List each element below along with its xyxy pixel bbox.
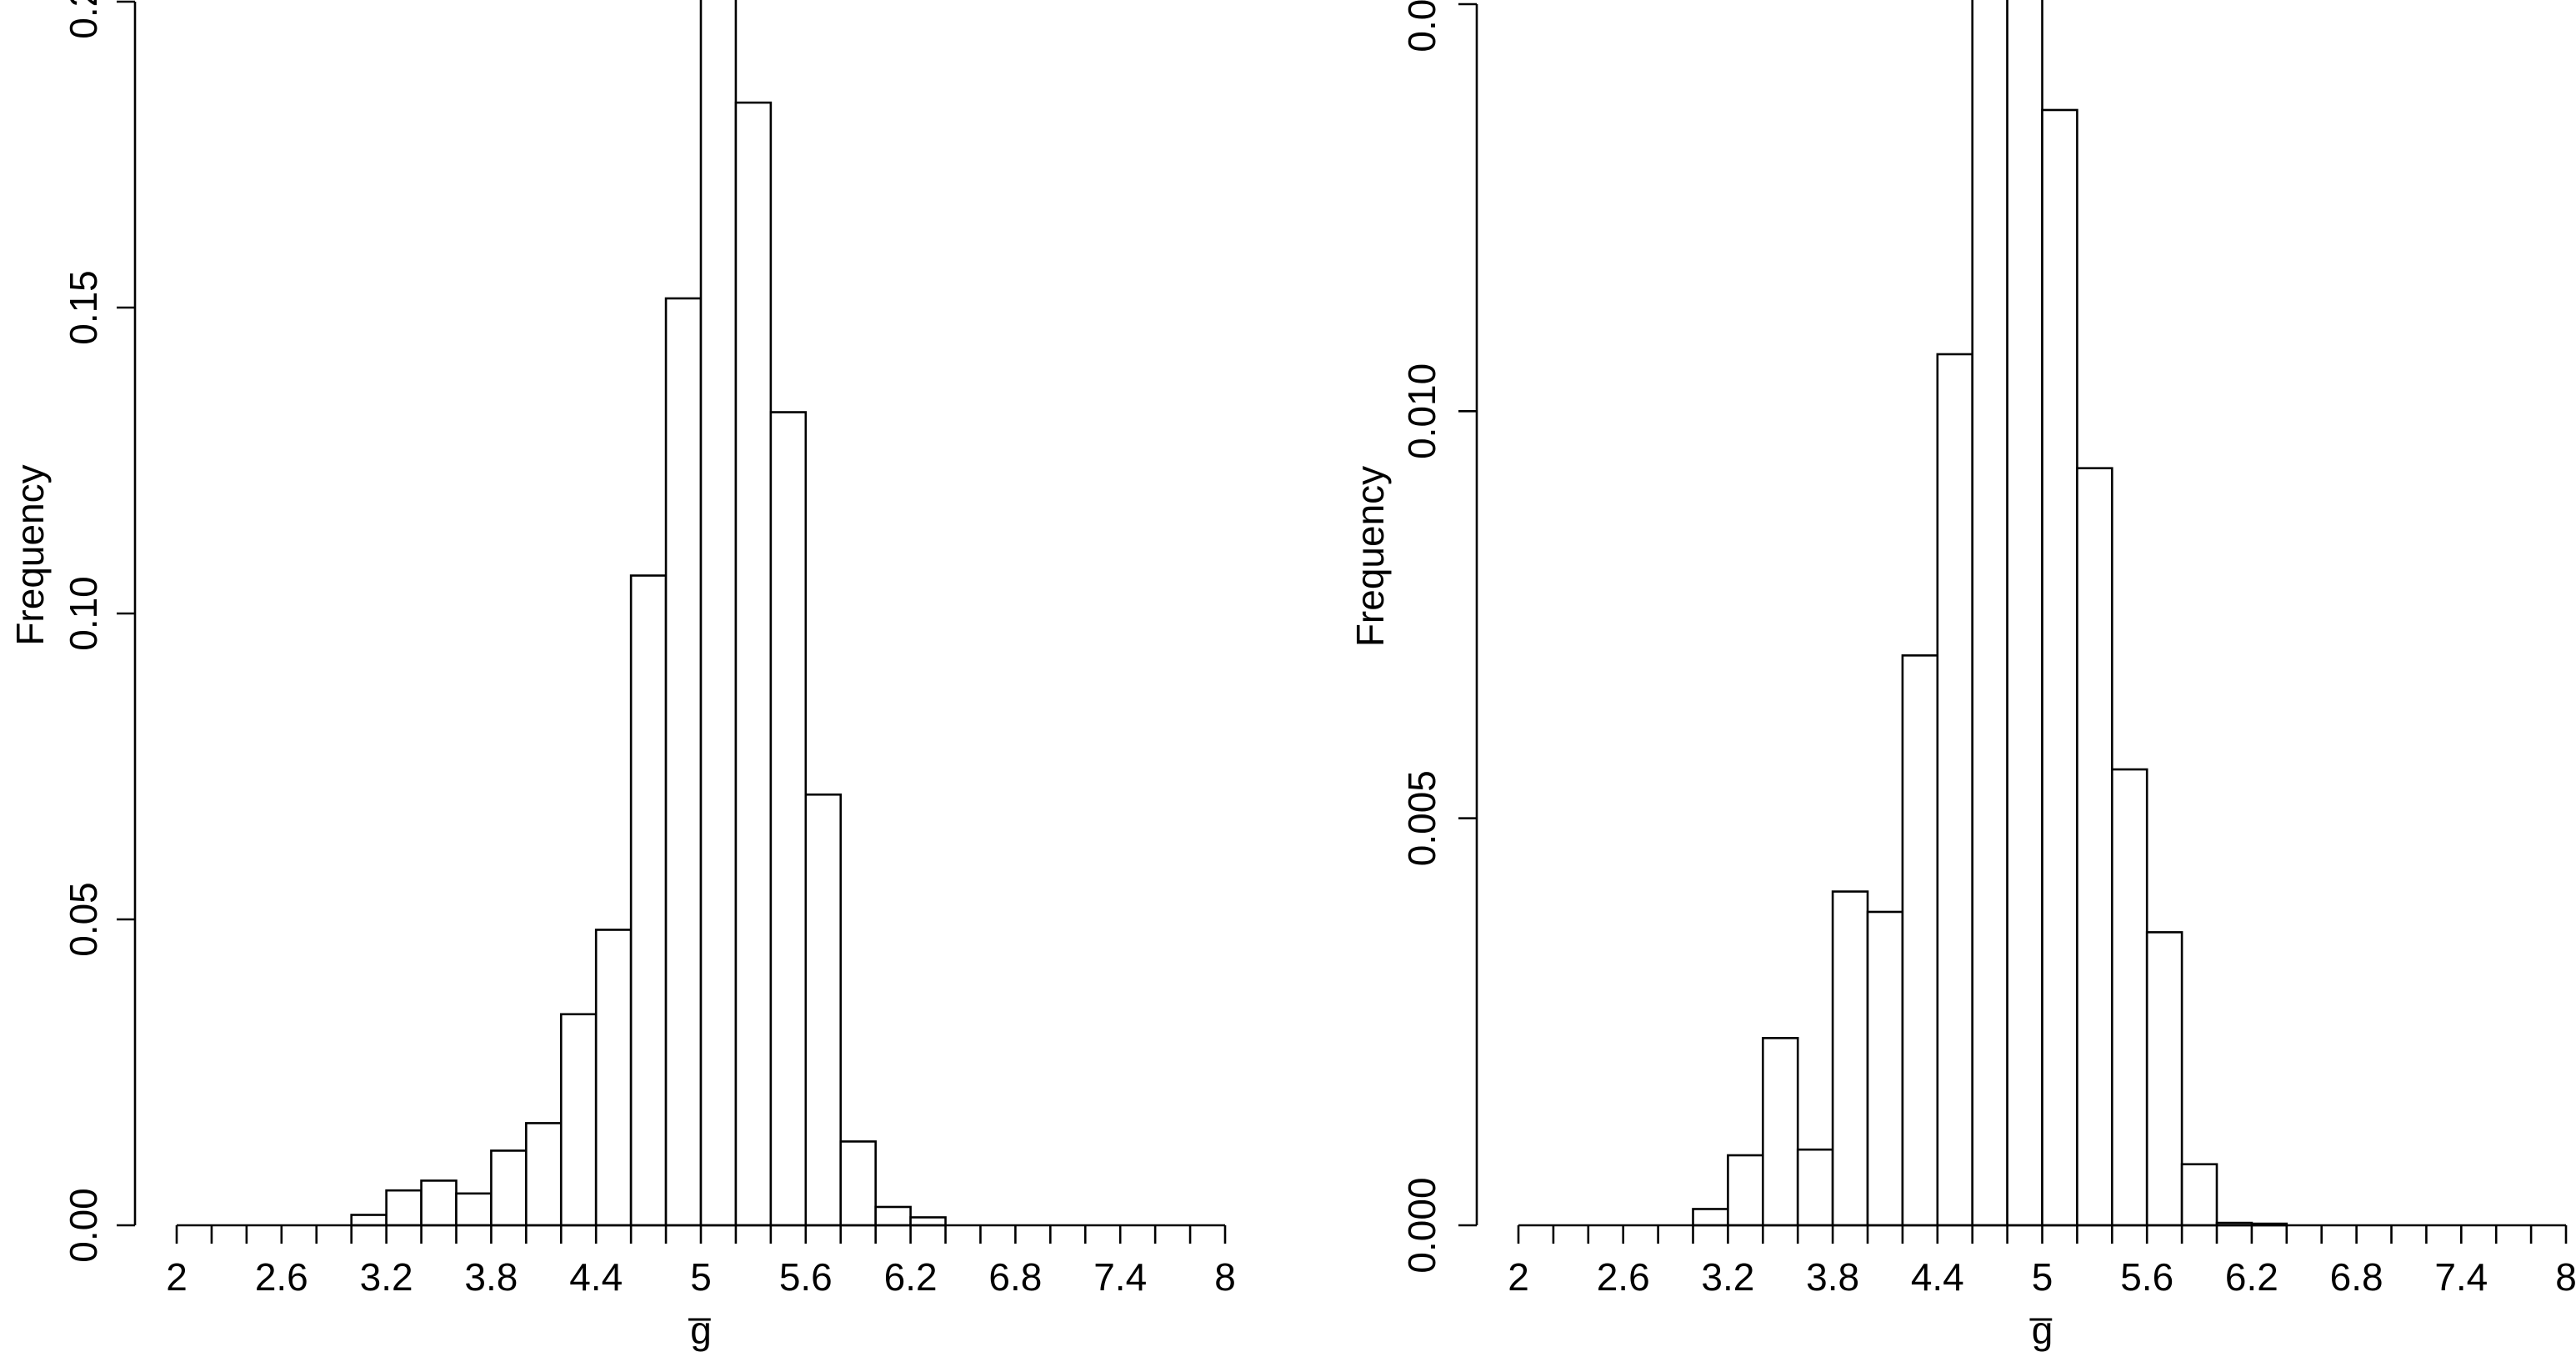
x-tick-label: 5 (2032, 1255, 2053, 1299)
histogram-bar (2006, 0, 2043, 1227)
histogram-bar (769, 411, 808, 1227)
y-axis-title: Frequency (1348, 466, 1392, 647)
y-tick-label: 0.20 (62, 0, 105, 39)
histogram-bar (1901, 654, 1939, 1227)
y-tick-label: 0.10 (62, 576, 105, 651)
y-axis-title: Frequency (8, 464, 52, 645)
histogram-bar (664, 297, 703, 1227)
histogram-bar (2145, 931, 2183, 1227)
y-tick-label: 0.005 (1400, 770, 1443, 866)
x-tick-label: 7.4 (2434, 1255, 2488, 1299)
histogram-bar (1762, 1037, 1799, 1227)
histogram-panel-right: 2 2.6 3.2 3.8 4.4 5 5.6 6.2 6.8 7.4 8 g̅ 0.000 0.005 0… (1348, 0, 2576, 1352)
histogram-bar (420, 1179, 458, 1227)
histogram-bar (1866, 910, 1904, 1227)
x-tick-label: 5 (690, 1255, 712, 1299)
x-tick-label: 5.6 (2120, 1255, 2173, 1299)
x-axis-title: g̅ (2029, 1309, 2053, 1352)
x-axis-title: g̅ (688, 1309, 711, 1352)
histogram-bar (2041, 108, 2078, 1227)
histogram-bar (2076, 467, 2113, 1227)
histogram-bar (839, 1140, 877, 1227)
histogram-bar (594, 929, 633, 1227)
histogram-bar (350, 1214, 388, 1227)
x-tick-label: 2.6 (255, 1255, 308, 1299)
y-tick-label: 0.010 (1400, 363, 1443, 459)
histogram-panel-left: 2 2.6 3.2 3.8 4.4 5 5.6 6.2 6.8 7.4 8 g̅ 0.00 0.05 0.1… (8, 0, 1236, 1352)
x-tick-label: 6.2 (2225, 1255, 2278, 1299)
x-tick-label: 7.4 (1093, 1255, 1147, 1299)
histogram-bar (2180, 1163, 2218, 1227)
histogram-bar (629, 574, 668, 1227)
y-tick-label: 0.000 (1400, 1177, 1443, 1273)
histogram-bar (385, 1189, 423, 1227)
histogram-bar (455, 1192, 493, 1227)
y-tick-label: 0.15 (62, 270, 105, 345)
y-tick-label: 0.05 (62, 882, 105, 957)
x-tick-label: 3.2 (1701, 1255, 1754, 1299)
histogram-bar (559, 1013, 598, 1227)
x-tick-label: 6.8 (2330, 1255, 2383, 1299)
histogram-bar (490, 1149, 528, 1227)
histogram-bar (1936, 353, 1974, 1227)
x-tick-label: 3.2 (360, 1255, 413, 1299)
x-tick-label: 3.8 (464, 1255, 518, 1299)
y-tick-label: 0.00 (62, 1188, 105, 1263)
histogram-bar (1971, 0, 2008, 1227)
y-tick-label: 0.015 (1400, 0, 1443, 53)
histogram-bar (734, 101, 773, 1227)
x-tick-label: 5.6 (779, 1255, 833, 1299)
x-tick-label: 4.4 (569, 1255, 623, 1299)
histogram-bar (1796, 1148, 1834, 1227)
x-tick-label: 2.6 (1597, 1255, 1650, 1299)
x-tick-label: 8 (2555, 1255, 2576, 1299)
histogram-bar (804, 793, 843, 1227)
histogram-bar (2111, 768, 2148, 1227)
x-tick-label: 6.8 (988, 1255, 1042, 1299)
x-tick-label: 3.8 (1806, 1255, 1859, 1299)
histogram-bar (1727, 1154, 1764, 1227)
histogram-bar (699, 0, 738, 1227)
histogram-bar (909, 1216, 947, 1227)
x-tick-label: 4.4 (1911, 1255, 1964, 1299)
x-tick-label: 2 (166, 1255, 188, 1299)
histogram-bar (874, 1205, 912, 1227)
histogram-bar (1692, 1208, 1729, 1227)
histogram-bar (525, 1122, 563, 1227)
histogram-bar (1831, 890, 1869, 1227)
x-tick-label: 8 (1214, 1255, 1236, 1299)
x-tick-label: 2 (1508, 1255, 1529, 1299)
x-tick-label: 6.2 (884, 1255, 938, 1299)
